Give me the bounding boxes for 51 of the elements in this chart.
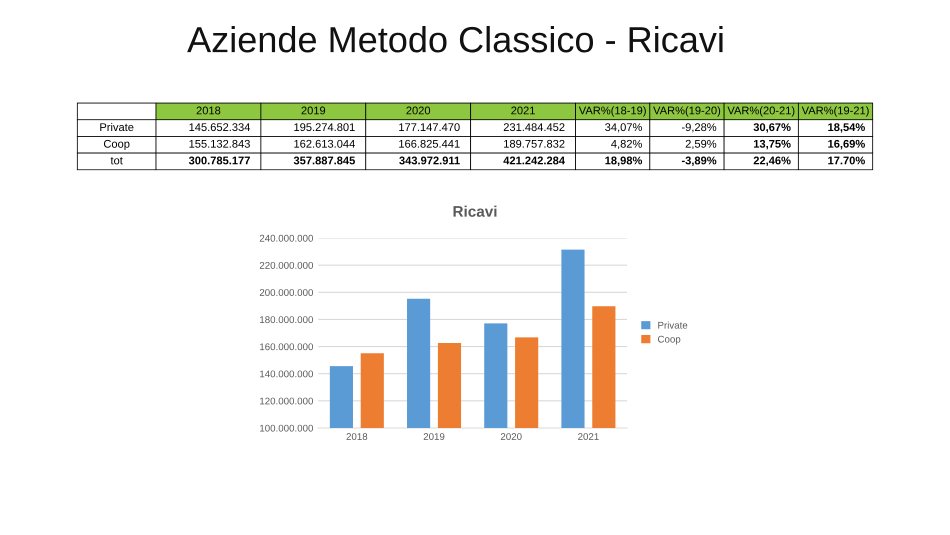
text: 18,98% [605,156,642,166]
text: 34,07% [605,123,642,132]
y-tick-label: 200.000.000 [260,289,314,296]
y-tick-label: 180.000.000 [260,316,314,324]
y-tick-label: 120.000.000 [260,398,314,404]
text: 13,75% [754,140,791,150]
category-label: 2018 [196,106,220,114]
y-tick-label: 140.000.000 [260,370,314,378]
text: -3,89% [682,156,716,166]
category-label: 2021 [511,106,535,114]
text: 16,69% [828,140,865,150]
text: 189.757.832 [504,140,564,148]
text: VAR%(19-21) [802,106,869,117]
category-label: 2019 [302,106,326,114]
text: 155.132.843 [189,140,250,148]
text: 145.652.334 [189,123,250,132]
text: Coop [104,140,130,150]
y-tick-label: 100.000.000 [260,424,314,432]
legend-label: Coop [658,336,680,345]
text: 300.785.177 [188,156,250,164]
text: 4,82% [611,140,642,150]
text: 177.147.470 [399,123,460,132]
text: 357.887.845 [294,156,355,164]
text: 17.70% [828,156,865,164]
category-label: 2020 [406,106,430,114]
chart-title: Aziende Metodo Classico - Ricavi [187,26,723,52]
x-tick-label: 2019 [424,433,444,440]
text: 421.242.284 [503,156,565,164]
text: Private [100,122,134,132]
x-tick-label: 2021 [578,433,599,440]
text: tot [110,157,123,164]
legend-label: Private [658,322,688,329]
text: 195.274.801 [294,123,355,132]
text: VAR%(18-19) [578,106,646,117]
text: 22,46% [754,156,791,166]
text: 162.613.044 [294,140,355,148]
text: 343.972.911 [399,156,460,164]
chart-subtitle: Ricavi [454,206,496,217]
text: 231.484.452 [504,123,564,132]
y-tick-label: 160.000.000 [260,343,314,350]
x-tick-label: 2018 [346,433,368,440]
text: -9,28% [682,123,716,132]
text: 30,67% [754,123,791,133]
text: 2,59% [686,140,716,150]
y-tick-label: 220.000.000 [260,262,314,269]
x-tick-label: 2020 [500,433,522,440]
text: 166.825.441 [399,140,460,148]
text: 18,54% [828,123,865,133]
y-tick-label: 240.000.000 [260,234,314,242]
text: VAR%(19-20) [653,106,720,117]
text: VAR%(20-21) [727,106,794,117]
